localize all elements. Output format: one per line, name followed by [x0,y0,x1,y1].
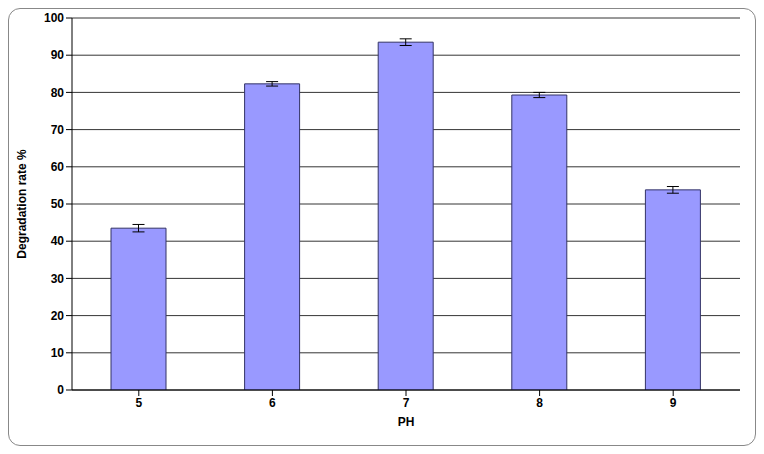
svg-text:50: 50 [51,197,65,211]
svg-text:PH: PH [398,415,415,429]
svg-text:Degradation rate %: Degradation rate % [15,149,29,259]
svg-text:0: 0 [57,383,64,397]
svg-text:20: 20 [51,309,65,323]
svg-text:60: 60 [51,160,65,174]
svg-text:30: 30 [51,272,65,286]
svg-text:80: 80 [51,86,65,100]
svg-text:8: 8 [536,396,543,410]
svg-text:5: 5 [135,396,142,410]
svg-text:100: 100 [44,11,64,25]
svg-text:40: 40 [51,234,65,248]
svg-text:10: 10 [51,346,65,360]
svg-text:9: 9 [670,396,677,410]
svg-text:7: 7 [403,396,410,410]
svg-text:6: 6 [269,396,276,410]
svg-text:70: 70 [51,123,65,137]
svg-text:90: 90 [51,48,65,62]
